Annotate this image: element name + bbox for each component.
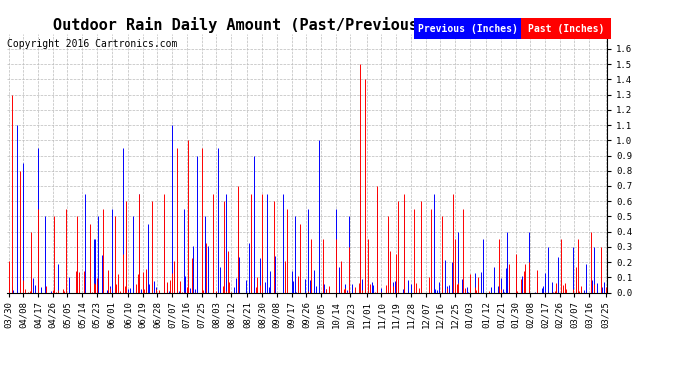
Text: Copyright 2016 Cartronics.com: Copyright 2016 Cartronics.com	[7, 39, 177, 50]
Text: Outdoor Rain Daily Amount (Past/Previous Year) 20160330: Outdoor Rain Daily Amount (Past/Previous…	[52, 17, 555, 33]
Text: Previous (Inches): Previous (Inches)	[417, 24, 518, 33]
Text: Past (Inches): Past (Inches)	[528, 24, 604, 33]
